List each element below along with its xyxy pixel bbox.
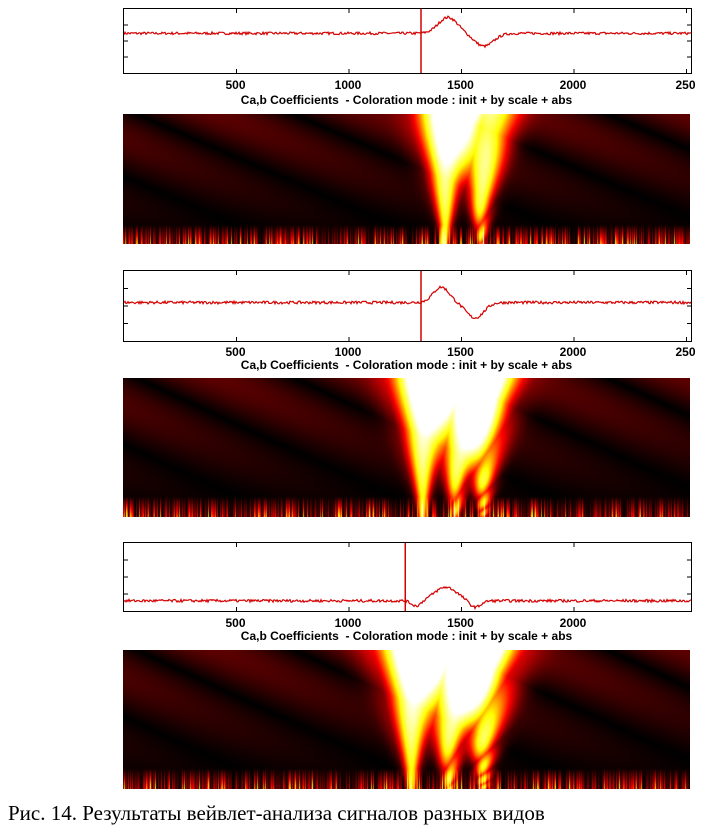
scalogram <box>123 650 690 789</box>
scalogram <box>123 378 690 517</box>
scalogram <box>123 114 690 244</box>
x-tick-label: 250 <box>675 78 696 92</box>
x-tick-label: 500 <box>225 345 246 359</box>
x-tick-label: 500 <box>225 78 246 92</box>
x-tick-label: 1500 <box>447 345 474 359</box>
signal-plot <box>123 8 692 74</box>
signal-plot <box>123 542 692 612</box>
coefficients-title: Ca,b Coefficients - Coloration mode : in… <box>240 93 573 107</box>
signal-line <box>124 285 691 320</box>
x-tick-label: 500 <box>225 616 246 630</box>
x-tick-label: 2000 <box>559 345 587 359</box>
signal-line <box>124 585 691 611</box>
x-ticks: 500 1000 1500 2000 250 <box>0 78 711 92</box>
figure-caption: Рис. 14. Результаты вейвлет-анализа сигн… <box>8 801 545 825</box>
x-ticks: 500 1000 1500 2000 250 <box>0 345 711 359</box>
x-tick-label: 1000 <box>334 616 362 630</box>
coefficients-title: Ca,b Coefficients - Coloration mode : in… <box>240 629 573 643</box>
x-tick-label: 250 <box>675 345 696 359</box>
x-tick-label: 1500 <box>447 78 474 92</box>
signal-plot <box>123 270 692 342</box>
x-tick-label: 1500 <box>447 616 474 630</box>
signal-line <box>124 15 691 49</box>
x-ticks: 500 1000 1500 2000 <box>0 616 711 630</box>
x-tick-label: 1000 <box>334 78 362 92</box>
x-tick-label: 1000 <box>334 345 362 359</box>
x-tick-label: 2000 <box>559 78 587 92</box>
x-tick-label: 2000 <box>559 616 587 630</box>
coefficients-title: Ca,b Coefficients - Coloration mode : in… <box>240 358 573 372</box>
